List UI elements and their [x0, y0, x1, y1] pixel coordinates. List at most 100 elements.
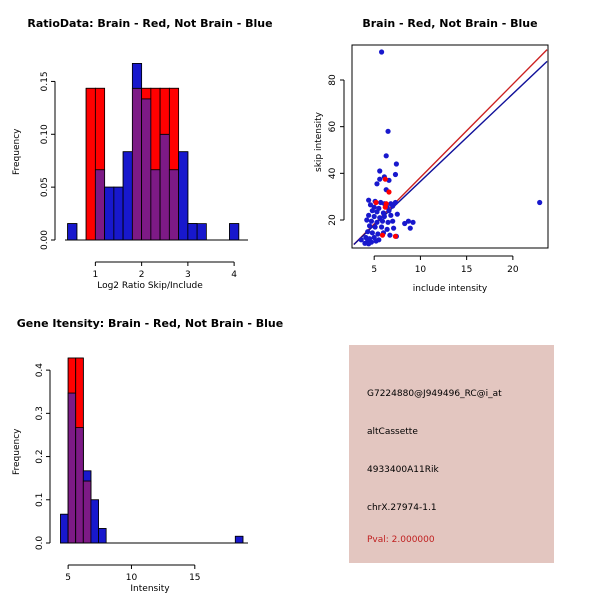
- pval-text: Pval: 2.000000: [367, 535, 435, 545]
- histogram-bar-red-cap: [159, 87, 170, 135]
- x-tick-label: 3: [185, 270, 191, 280]
- scatter-point: [382, 176, 388, 182]
- scatter-point: [372, 224, 378, 230]
- gene-histogram-ylabel: Frequency: [12, 428, 22, 476]
- scatter-point: [367, 202, 374, 208]
- y-tick-label: 0.10: [40, 124, 50, 144]
- scatter-point: [366, 212, 372, 218]
- scatter-point: [377, 168, 383, 174]
- histogram-bar-red-cap: [85, 87, 96, 241]
- histogram-bar-blue-cap: [131, 63, 143, 89]
- locus-text: chrX.27974-1.1: [367, 503, 437, 513]
- scatter-point: [377, 176, 383, 182]
- y-tick-label: 80: [328, 74, 338, 86]
- scatter-point: [378, 49, 385, 55]
- y-tick-label: 40: [328, 167, 338, 179]
- histogram-bar-blue-cap: [98, 528, 107, 544]
- scatter-point: [392, 171, 399, 178]
- histogram-bar-blue-cap: [229, 223, 240, 241]
- histogram-bar-red-cap: [75, 357, 84, 429]
- scatter-plot: 20 40 60 80 5 10 15 20: [328, 44, 549, 275]
- x-tick-label: 15: [189, 573, 200, 583]
- y-tick-label: 0.1: [35, 493, 45, 507]
- scatter-point: [393, 161, 399, 167]
- y-tick-label: 0.3: [35, 406, 45, 420]
- scatter-point: [364, 217, 370, 223]
- scatter-point: [366, 241, 372, 247]
- x-tick-label: 20: [507, 265, 519, 275]
- scatter-point: [379, 218, 386, 224]
- scatter-point: [407, 225, 413, 231]
- histogram-bar-blue: [187, 223, 198, 241]
- histogram-bar-blue-cap: [234, 535, 244, 544]
- gene-symbol-text: 4933400A11Rik: [367, 465, 439, 475]
- histogram-bar-blue-cap: [82, 470, 92, 482]
- scatter-point: [366, 223, 373, 229]
- histogram-bar-overlap: [159, 133, 170, 241]
- y-tick-label: 60: [328, 121, 338, 133]
- histogram-bar-blue-cap: [90, 499, 99, 544]
- scatter-point: [402, 220, 408, 227]
- gene-histogram-plot: 0.0 0.1 0.2 0.3 0.4 5 10 15: [35, 357, 248, 583]
- x-tick-label: 2: [139, 270, 145, 280]
- scatter-point: [379, 232, 386, 238]
- y-tick-label: 0.4: [35, 363, 45, 378]
- x-tick-label: 1: [93, 270, 99, 280]
- histogram-bar-overlap: [67, 392, 77, 544]
- scatter-point: [377, 215, 383, 221]
- regression-line: [353, 60, 548, 246]
- probe-id-text: G7224880@J949496_RC@i_at: [367, 389, 502, 399]
- scatter-point: [369, 208, 375, 214]
- scatter-point: [392, 233, 399, 239]
- ratio-histogram-ylabel: Frequency: [12, 128, 22, 176]
- y-tick-label: 0.05: [40, 177, 50, 197]
- x-tick-label: 5: [65, 573, 71, 583]
- x-tick-label: 5: [371, 265, 377, 275]
- histogram-bar-overlap: [75, 427, 84, 544]
- histogram-bar-overlap: [150, 169, 161, 241]
- y-tick-label: 0.0: [35, 536, 45, 551]
- y-tick-label: 20: [328, 214, 338, 226]
- scatter-point: [384, 226, 390, 232]
- ratio-histogram-plot: 0.00 0.05 0.10 0.15 1 2 3 4: [40, 63, 248, 280]
- scatter-point: [537, 199, 543, 206]
- scatter-point: [386, 208, 392, 214]
- histogram-bar-red-cap: [67, 357, 77, 394]
- histogram-bar-overlap: [141, 98, 152, 241]
- scatter-point: [385, 128, 391, 134]
- histogram-bar-overlap: [168, 169, 180, 241]
- x-tick-label: 15: [461, 265, 472, 275]
- scatter-point: [394, 211, 400, 217]
- scatter-point: [405, 218, 411, 224]
- scatter-point: [392, 199, 399, 206]
- scatter-point: [358, 237, 364, 243]
- scatter-point: [373, 199, 379, 206]
- scatter-point: [378, 224, 385, 230]
- scatter-ylabel: skip intensity: [314, 112, 324, 172]
- histogram-bar-overlap: [131, 87, 143, 241]
- scatter-point: [388, 212, 394, 218]
- histogram-bar-blue-cap: [178, 151, 189, 241]
- scatter-point: [375, 231, 381, 237]
- scatter-point: [369, 230, 375, 236]
- histogram-bar-red-cap: [150, 87, 161, 171]
- histogram-bar-blue-cap: [122, 151, 133, 241]
- scatter-point: [381, 213, 387, 220]
- histogram-bar-overlap: [82, 480, 92, 544]
- scatter-point: [371, 213, 377, 220]
- scatter-point: [386, 189, 392, 195]
- scatter-point: [383, 153, 389, 159]
- histogram-bar-red-cap: [141, 87, 152, 100]
- histogram-bar-blue-cap: [60, 513, 69, 544]
- histogram-bar-overlap: [94, 169, 106, 241]
- event-type-text: altCassette: [367, 427, 418, 437]
- regression-line: [353, 49, 548, 245]
- x-tick-label: 4: [231, 270, 237, 280]
- histogram-bar-red-cap: [168, 87, 180, 171]
- histogram-bar-blue: [196, 223, 207, 241]
- scatter-point: [365, 229, 371, 235]
- scatter-point: [387, 232, 393, 238]
- scatter-xlabel: include intensity: [412, 284, 488, 294]
- histogram-bar-blue-cap: [67, 223, 78, 241]
- scatter-point: [374, 219, 380, 225]
